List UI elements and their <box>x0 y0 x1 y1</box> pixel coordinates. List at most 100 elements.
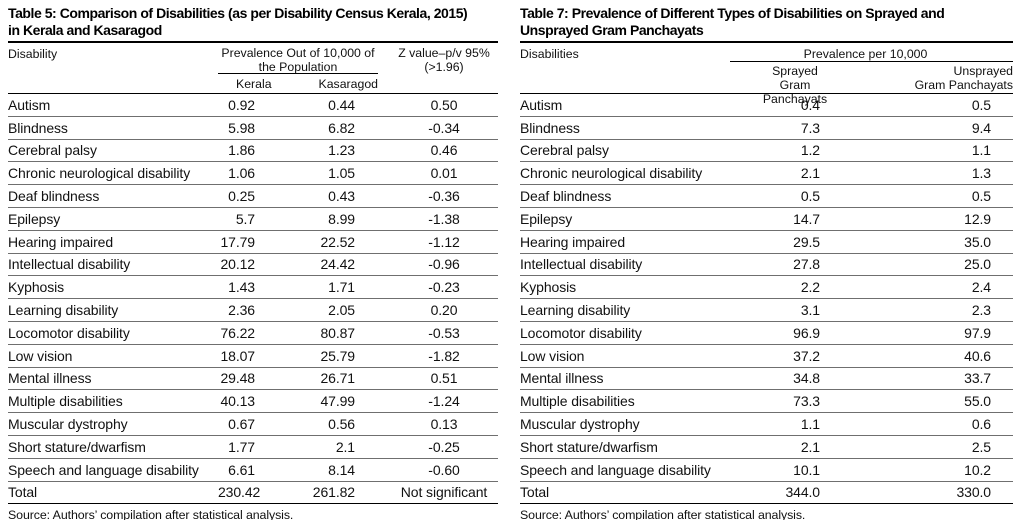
row-value: 0.4 <box>800 96 820 113</box>
table5-zvalue-line1: Z value–p/v 95% <box>398 46 490 60</box>
row-value: 8.14 <box>328 461 355 478</box>
row-value: 37.2 <box>793 347 820 364</box>
row-label: Chronic neurological disability <box>520 165 703 182</box>
row-value: 25.79 <box>320 347 355 364</box>
row-value: 1.86 <box>228 142 255 159</box>
row-value: 47.99 <box>320 393 355 410</box>
row-label: Short stature/dwarfism <box>520 438 658 455</box>
table-row: Deaf blindness 0.25 0.43 -0.36 <box>8 185 498 208</box>
row-label: Speech and language disability <box>520 461 711 478</box>
row-value: 34.8 <box>793 370 820 387</box>
table-row: Cerebral palsy 1.2 1.1 <box>520 140 1013 163</box>
table-total-row: Total 344.0 330.0 <box>520 482 1013 505</box>
row-label: Short stature/dwarfism <box>8 438 146 455</box>
table5-col-disability: Disability <box>8 47 58 61</box>
row-value: 0.13 <box>430 416 458 433</box>
row-value: 7.3 <box>800 119 820 136</box>
row-value: 0.5 <box>971 188 991 205</box>
row-label: Blindness <box>520 119 580 136</box>
row-value: 344.0 <box>785 484 820 501</box>
row-value: 1.3 <box>971 165 991 182</box>
row-value: 0.6 <box>971 416 991 433</box>
row-value: 1.77 <box>228 438 255 455</box>
row-label: Mental illness <box>8 370 92 387</box>
row-value: 261.82 <box>312 484 355 501</box>
row-value: 6.82 <box>328 119 355 136</box>
row-value: 29.48 <box>220 370 255 387</box>
table-row: Hearing impaired 17.79 22.52 -1.12 <box>8 231 498 254</box>
table-row: Low vision 37.2 40.6 <box>520 345 1013 368</box>
table7-unsprayed-line1: Unsprayed <box>953 64 1013 78</box>
table5-section: Table 5: Comparison of Disabilities (as … <box>8 5 498 520</box>
row-value: 3.1 <box>800 302 820 319</box>
table5-title: Table 5: Comparison of Disabilities (as … <box>8 5 498 38</box>
row-value: -1.12 <box>428 233 460 250</box>
row-label: Muscular dystrophy <box>8 416 128 433</box>
table-row: Mental illness 29.48 26.71 0.51 <box>8 368 498 391</box>
table7-col-disabilities: Disabilities <box>520 47 579 61</box>
row-value: 26.71 <box>320 370 355 387</box>
table-row: Hearing impaired 29.5 35.0 <box>520 231 1013 254</box>
row-label: Epilepsy <box>8 210 61 227</box>
table7-sprayed-line1: Sprayed <box>772 64 818 78</box>
table-row: Epilepsy 5.7 8.99 -1.38 <box>8 208 498 231</box>
row-label: Muscular dystrophy <box>520 416 640 433</box>
table5-col-kasaragod: Kasaragod <box>318 76 378 91</box>
row-value: 80.87 <box>320 324 355 341</box>
row-value: 2.3 <box>971 302 991 319</box>
row-label: Learning disability <box>8 302 119 319</box>
table-row: Low vision 18.07 25.79 -1.82 <box>8 345 498 368</box>
row-value: 12.9 <box>964 210 991 227</box>
table5-zvalue-line2: (>1.96) <box>424 60 464 74</box>
table-row: Chronic neurological disability 1.06 1.05 0… <box>8 162 498 186</box>
row-label: Kyphosis <box>520 279 577 296</box>
row-value: 1.06 <box>228 165 255 182</box>
table7-section: Table 7: Prevalence of Different Types o… <box>520 5 1013 520</box>
row-value: -0.34 <box>428 119 460 136</box>
row-value: 55.0 <box>964 393 991 410</box>
table-row: Intellectual disability 20.12 24.42 -0.96 <box>8 254 498 277</box>
row-value: 33.7 <box>964 370 991 387</box>
row-label: Deaf blindness <box>8 188 100 205</box>
row-value: 0.43 <box>328 188 355 205</box>
row-value: -0.53 <box>428 324 460 341</box>
table7-source: Source: Authors’ compilation after stati… <box>520 508 806 520</box>
row-label: Speech and language disability <box>8 461 199 478</box>
row-value: 17.79 <box>220 233 255 250</box>
row-value: 0.44 <box>328 96 355 113</box>
row-label: Chronic neurological disability <box>8 165 191 182</box>
row-value: 97.9 <box>964 324 991 341</box>
row-value: 24.42 <box>320 256 355 273</box>
row-value: 0.5 <box>971 96 991 113</box>
table5-source: Source: Authors’ compilation after stati… <box>8 508 294 520</box>
table-row: Mental illness 34.8 33.7 <box>520 368 1013 391</box>
table-row: Epilepsy 14.7 12.9 <box>520 208 1013 231</box>
row-label: Low vision <box>520 347 585 364</box>
table7-col-unsprayed: Unsprayed Gram Panchayats <box>830 62 1013 93</box>
row-value: 1.43 <box>228 279 255 296</box>
table7-sprayed-line2: Gram Panchayats <box>762 78 828 106</box>
row-value: 18.07 <box>220 347 255 364</box>
row-label: Deaf blindness <box>520 188 612 205</box>
row-label: Learning disability <box>520 302 631 319</box>
table-row: Learning disability 3.1 2.3 <box>520 299 1013 322</box>
table-row: Muscular dystrophy 0.67 0.56 0.13 <box>8 413 498 436</box>
row-value: 0.20 <box>430 302 458 319</box>
row-value: 40.13 <box>220 393 255 410</box>
row-value: 1.1 <box>971 142 991 159</box>
table-row: Chronic neurological disability 2.1 1.3 <box>520 162 1013 186</box>
row-value: 8.99 <box>328 210 355 227</box>
row-value: 96.9 <box>793 324 820 341</box>
row-value: 27.8 <box>793 256 820 273</box>
table-row: Learning disability 2.36 2.05 0.20 <box>8 299 498 322</box>
row-label: Hearing impaired <box>520 233 626 250</box>
row-value: 2.36 <box>228 302 255 319</box>
table7-title: Table 7: Prevalence of Different Types o… <box>520 5 1013 38</box>
table-row: Intellectual disability 27.8 25.0 <box>520 254 1013 277</box>
table7-col-prevalence-group: Prevalence per 10,000 <box>730 43 1013 62</box>
row-value: 0.5 <box>800 188 820 205</box>
table-row: Locomotor disability 96.9 97.9 <box>520 322 1013 345</box>
table-row: Autism 0.4 0.5 <box>520 94 1013 117</box>
row-label: Low vision <box>8 347 73 364</box>
